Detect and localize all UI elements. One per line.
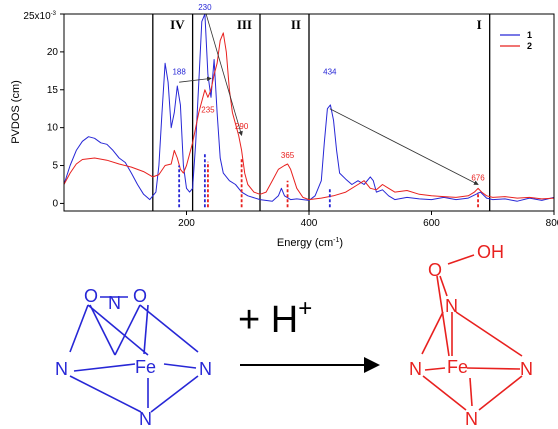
peak-label-188: 188: [172, 68, 186, 77]
shift-arrows: [179, 13, 479, 185]
atom-n-top: N: [108, 293, 121, 313]
bond: [139, 304, 199, 353]
region-label-i: I: [477, 17, 482, 32]
bond: [143, 304, 149, 355]
atom-fe: Fe: [447, 357, 468, 377]
x-axis-label: Energy (cm-1): [277, 237, 343, 249]
x-tick-label-200: 200: [178, 218, 195, 229]
bond: [466, 367, 521, 370]
bond: [73, 363, 136, 372]
series-line-1: [63, 13, 555, 202]
bond: [87, 304, 149, 356]
series-line-2: [63, 32, 555, 201]
region-boundaries: [152, 14, 491, 211]
bond: [114, 304, 141, 356]
series-lines: [63, 13, 555, 202]
shift-arrow-3: [329, 108, 479, 185]
atom-n-bottom: N: [465, 409, 478, 429]
axis-ticks: 200 400 600 800 0 5 10 15 20: [47, 13, 558, 229]
peak-labels: 188 230 235 290 365 434 676: [172, 3, 485, 182]
legend: 1 2: [500, 30, 532, 51]
peak-label-230: 230: [198, 3, 212, 12]
y-tick-label-20: 20: [47, 47, 59, 58]
y-tick-label-top: 25x10-3: [23, 11, 56, 22]
shift-arrow-2: [205, 13, 243, 136]
peak-markers: [178, 154, 479, 208]
bond: [424, 367, 446, 371]
bond-o-fe: [436, 275, 450, 357]
atom-o-right: O: [133, 286, 147, 306]
region-labels: IV III II I: [170, 17, 482, 32]
y-tick-label-10: 10: [47, 123, 59, 134]
bond-o-n: [439, 275, 448, 297]
atom-n-bottom: N: [139, 409, 152, 429]
legend-label-2: 2: [527, 41, 532, 51]
y-axis-label: PVDOS (cm): [10, 80, 22, 144]
bond: [69, 304, 89, 353]
peak-label-235: 235: [201, 106, 215, 115]
bond: [478, 375, 523, 411]
atom-n-right: N: [199, 359, 212, 379]
bond: [150, 375, 199, 413]
atom-o: O: [428, 260, 442, 280]
peak-label-290: 290: [235, 122, 249, 131]
bond: [455, 311, 523, 357]
bond: [69, 375, 142, 413]
shift-arrow-1: [179, 76, 212, 83]
bond-o-o: [447, 254, 475, 265]
atom-oh: OH: [477, 242, 504, 262]
region-label-ii: II: [291, 17, 301, 32]
atom-n-left: N: [409, 359, 422, 379]
atom-o-left: O: [84, 286, 98, 306]
x-tick-label-800: 800: [546, 218, 558, 229]
y-tick-label-5: 5: [52, 161, 58, 172]
x-tick-label-400: 400: [301, 218, 318, 229]
y-tick-label-15: 15: [47, 85, 59, 96]
bond: [422, 375, 467, 411]
region-label-iii: III: [237, 17, 252, 32]
bond: [421, 311, 444, 355]
product-structure: [421, 254, 523, 411]
bond: [89, 304, 116, 356]
atom-n-top: N: [445, 296, 458, 316]
y-tick-label-0: 0: [52, 198, 58, 209]
peak-label-365: 365: [281, 151, 295, 160]
atom-n-right: N: [520, 359, 533, 379]
peak-label-676: 676: [471, 174, 485, 183]
atom-fe: Fe: [135, 357, 156, 377]
legend-label-1: 1: [527, 30, 532, 40]
reagent-label: + H+: [238, 295, 312, 341]
bond: [163, 363, 197, 369]
x-tick-label-600: 600: [423, 218, 440, 229]
peak-label-434: 434: [323, 68, 337, 77]
atom-n-left: N: [55, 359, 68, 379]
reactant-structure: [69, 296, 199, 413]
region-label-iv: IV: [170, 17, 185, 32]
bond: [469, 377, 473, 407]
